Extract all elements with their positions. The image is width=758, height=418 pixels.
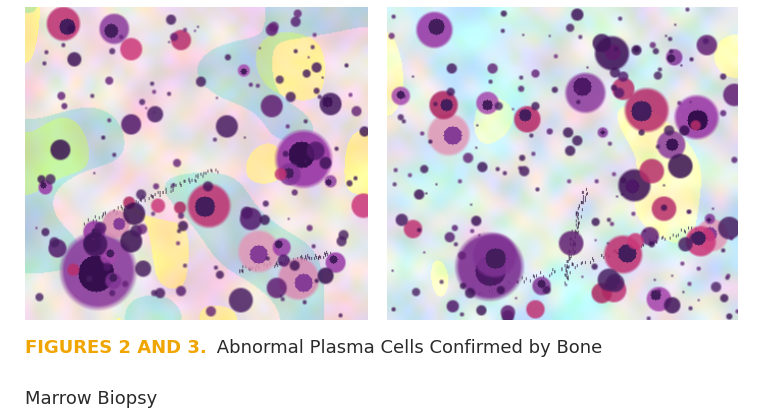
Text: Marrow Biopsy: Marrow Biopsy — [25, 390, 157, 408]
Text: FIGURES 2 AND 3.: FIGURES 2 AND 3. — [25, 339, 207, 357]
Text: Abnormal Plasma Cells Confirmed by Bone: Abnormal Plasma Cells Confirmed by Bone — [211, 339, 602, 357]
